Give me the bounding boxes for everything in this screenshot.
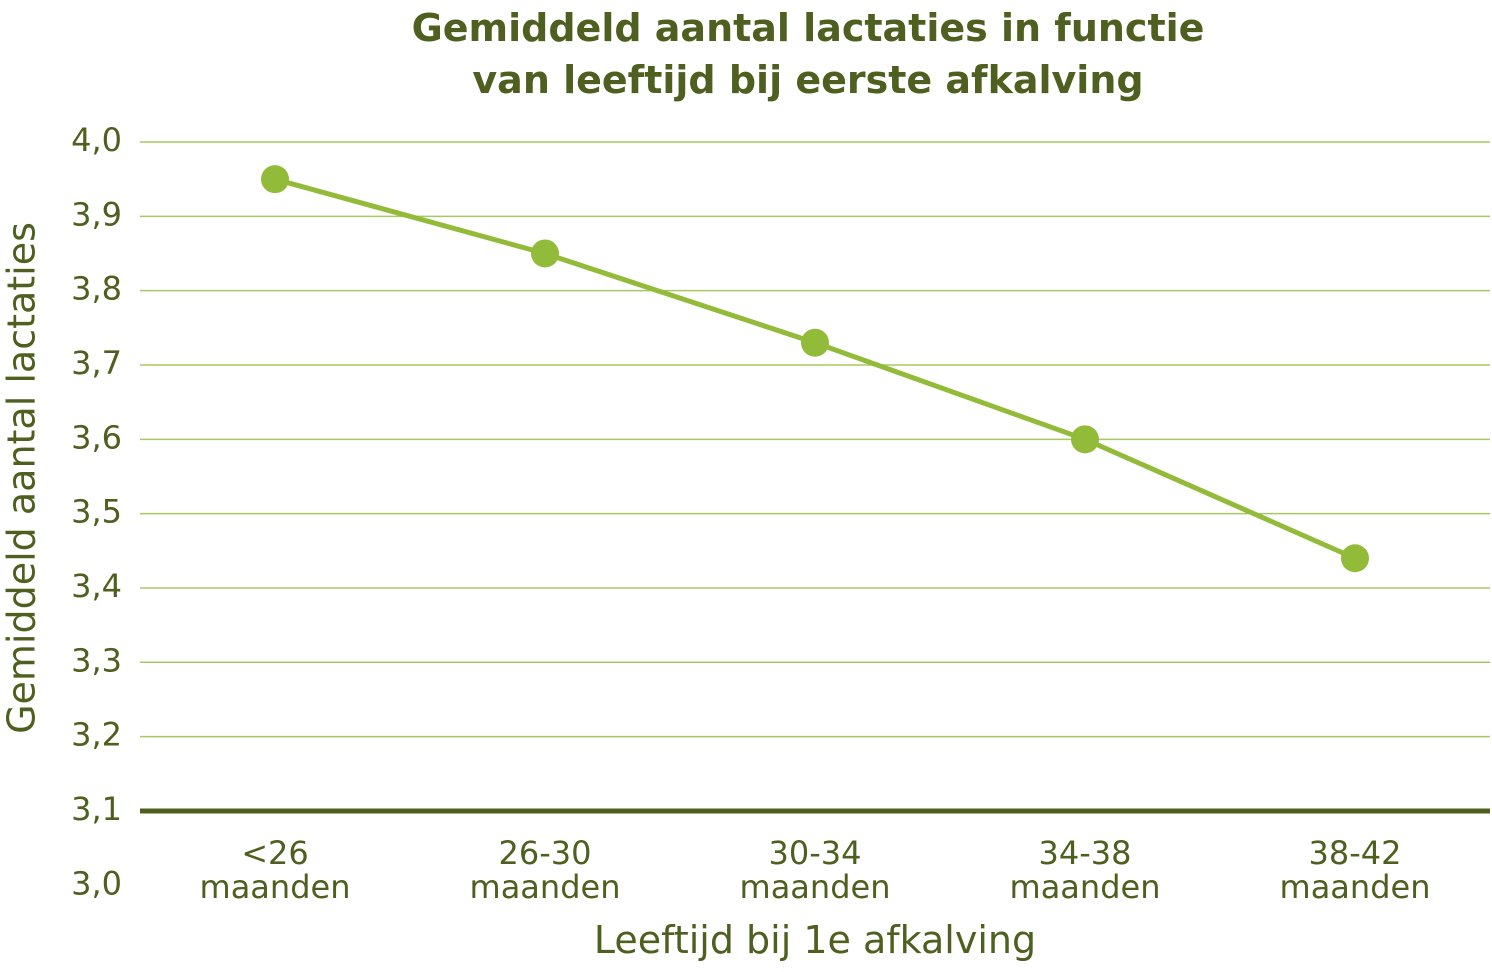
x-tick-label: 38-42 maanden [1279,834,1431,906]
x-tick-label: 26-30 maanden [469,834,621,906]
chart-title: Gemiddeld aantal lactaties in functie va… [411,6,1205,102]
data-point [1071,425,1099,454]
y-tick-label: 3,5 [71,493,122,531]
data-point [801,328,829,357]
data-line [274,176,1357,561]
data-point [531,239,559,268]
y-tick-label: 3,9 [71,195,122,233]
y-tick-label: 3,7 [71,344,122,382]
y-tick-label: 3,4 [71,567,122,605]
y-axis-label: Gemiddeld aantal lactaties [0,222,44,734]
x-tick-label: 34-38 maanden [1009,834,1161,906]
y-tick-label: 3,3 [71,641,122,679]
x-tick-label: 30-34 maanden [739,834,891,906]
data-point [261,165,289,194]
x-axis-label: Leeftijd bij 1e afkalving [593,918,1037,962]
y-tick-label: 3,8 [71,270,122,308]
y-tick-label: 3,1 [71,790,122,828]
y-tick-label: 3,2 [71,716,122,754]
y-tick-label: 4,0 [71,121,122,159]
x-tick-label: <26 maanden [199,834,351,906]
data-point [1341,544,1369,573]
y-tick-label: 3,0 [71,864,122,902]
y-tick-label: 3,6 [71,418,122,456]
